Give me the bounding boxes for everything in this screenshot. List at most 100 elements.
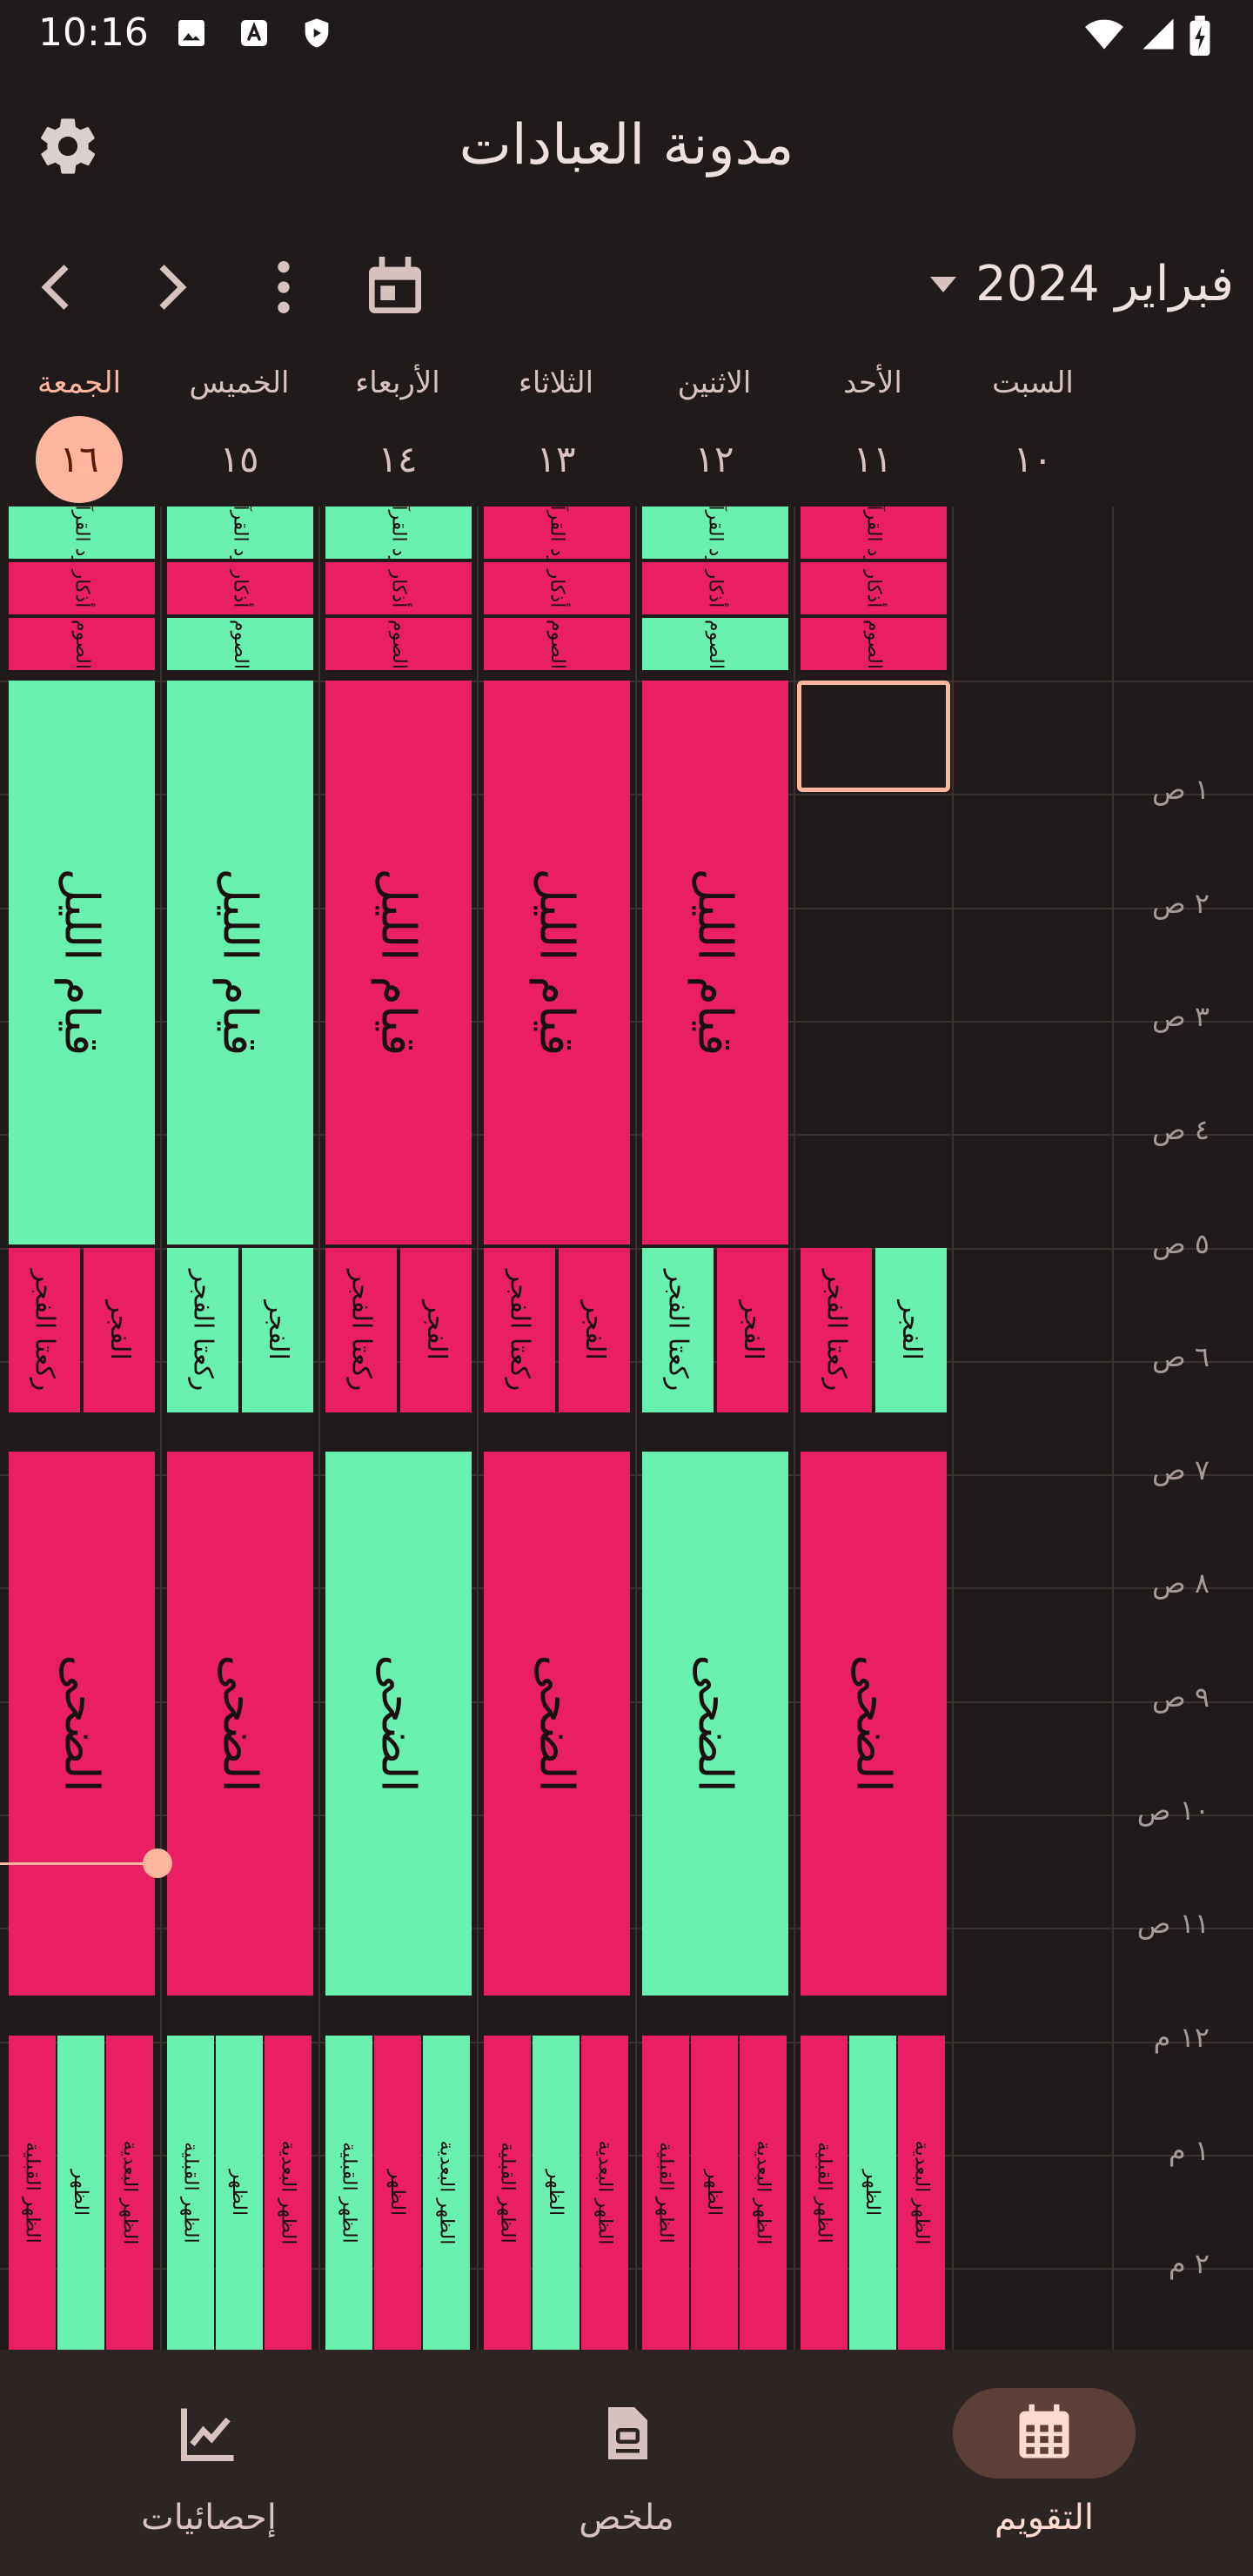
worship-block-fasting[interactable]: الصوم [167, 618, 313, 670]
worship-block-dhuhr_after[interactable]: الظهر البعدية [265, 2036, 312, 2350]
worship-block-dhuhr_before[interactable]: الظهر القبلية [325, 2036, 372, 2350]
worship-block-duha[interactable]: الضحى [484, 1452, 630, 1996]
block-label: الفجر [737, 1299, 768, 1360]
calendar-toolbar: فبراير 2024 [0, 235, 1253, 331]
worship-block-qiyam[interactable]: قيام الليل [642, 681, 788, 1244]
worship-block-fajr_sunnah[interactable]: ركعتا الفجر [642, 1247, 714, 1412]
block-label: قيام الليل [212, 868, 268, 1057]
worship-block-fasting[interactable]: الصوم [9, 618, 155, 670]
block-label: الظهر [386, 2169, 409, 2217]
worship-block-dhuhr_after[interactable]: الظهر البعدية [423, 2036, 470, 2350]
worship-block-qiyam[interactable]: قيام الليل [9, 681, 155, 1244]
worship-block-dhuhr[interactable]: الظهر [216, 2036, 263, 2350]
worship-block-fajr_sunnah[interactable]: ركعتا الفجر [167, 1247, 238, 1412]
worship-block-quran[interactable]: ورد القرآن [9, 506, 155, 559]
dropdown-arrow-icon [930, 276, 957, 292]
worship-block-fajr[interactable]: الفجر [559, 1247, 630, 1412]
worship-block-fasting[interactable]: الصوم [484, 618, 630, 670]
tab-summary[interactable]: ملخص [418, 2350, 835, 2576]
worship-block-duha[interactable]: الضحى [801, 1452, 947, 1996]
worship-block-dhuhr_before[interactable]: الظهر القبلية [642, 2036, 689, 2350]
worship-block-dhuhr[interactable]: الظهر [533, 2036, 580, 2350]
selected-slot[interactable] [797, 681, 950, 792]
worship-block-dhuhr_before[interactable]: الظهر القبلية [801, 2036, 848, 2350]
worship-block-dhuhr[interactable]: الظهر [691, 2036, 738, 2350]
month-selector[interactable]: فبراير 2024 [930, 256, 1234, 312]
worship-block-qiyam[interactable]: قيام الليل [167, 681, 313, 1244]
worship-block-adhkar[interactable]: أذكار [484, 562, 630, 614]
time-label: ٤ ص [1151, 1113, 1209, 1146]
worship-block-adhkar[interactable]: أذكار [167, 562, 313, 614]
worship-block-quran[interactable]: ورد القرآن [484, 506, 630, 559]
app-notification-icon [241, 20, 267, 46]
worship-block-dhuhr_before[interactable]: الظهر القبلية [9, 2036, 56, 2350]
worship-block-fasting[interactable]: الصوم [801, 618, 947, 670]
worship-block-dhuhr_after[interactable]: الظهر البعدية [740, 2036, 787, 2350]
calendar-grid[interactable]: ١ ص ٢ ص ٣ ص ٤ ص ٥ ص ٦ ص ٧ ص ٨ ص ٩ ص ١٠ ص ١١ ص ١٢ م ١… [0, 506, 1253, 2350]
worship-block-qiyam[interactable]: قيام الليل [484, 681, 630, 1244]
worship-block-dhuhr_before[interactable]: الظهر القبلية [484, 2036, 531, 2350]
worship-block-fasting[interactable]: الصوم [642, 618, 788, 670]
worship-block-fajr_sunnah[interactable]: ركعتا الفجر [801, 1247, 872, 1412]
status-bar: 10:16 [0, 0, 1253, 70]
worship-block-duha[interactable]: الضحى [325, 1452, 472, 1996]
chevron-left-icon[interactable] [23, 252, 92, 322]
worship-block-dhuhr_after[interactable]: الظهر البعدية [898, 2036, 945, 2350]
worship-block-fajr[interactable]: الفجر [717, 1247, 788, 1412]
day-date: ١١ [853, 438, 893, 480]
tab-stats[interactable]: إحصائيات [0, 2350, 418, 2576]
worship-block-quran[interactable]: ورد القرآن [167, 506, 313, 559]
worship-block-fajr[interactable]: الفجر [242, 1247, 313, 1412]
worship-block-quran[interactable]: ورد القرآن [325, 506, 472, 559]
block-label: الصوم [862, 619, 885, 669]
worship-block-fasting[interactable]: الصوم [325, 618, 472, 670]
worship-block-fajr[interactable]: الفجر [875, 1247, 947, 1412]
block-label: الفجر [895, 1299, 927, 1360]
worship-block-fajr[interactable]: الفجر [400, 1247, 472, 1412]
day-header-today[interactable]: الجمعة ١٦ [5, 357, 153, 503]
time-label: ٧ ص [1151, 1453, 1209, 1486]
cell-signal-icon [1142, 18, 1174, 50]
worship-block-adhkar[interactable]: أذكار [9, 562, 155, 614]
tab-calendar[interactable]: التقويم [835, 2350, 1253, 2576]
block-label: ورد القرآن [862, 506, 885, 559]
worship-block-dhuhr_before[interactable]: الظهر القبلية [167, 2036, 214, 2350]
worship-block-quran[interactable]: ورد القرآن [801, 506, 947, 559]
day-date: ١٠ [1013, 438, 1053, 480]
day-header[interactable]: الاثنين ١٢ [640, 357, 788, 503]
worship-block-fajr_sunnah[interactable]: ركعتا الفجر [325, 1247, 397, 1412]
day-header[interactable]: السبت ١٠ [959, 357, 1107, 503]
worship-block-adhkar[interactable]: أذكار [801, 562, 947, 614]
chevron-right-icon[interactable] [136, 252, 205, 322]
worship-block-dhuhr_after[interactable]: الظهر البعدية [581, 2036, 628, 2350]
worship-block-duha[interactable]: الضحى [642, 1452, 788, 1996]
day-header[interactable]: الأحد ١١ [799, 357, 947, 503]
block-label: الصوم [70, 619, 93, 669]
worship-block-duha[interactable]: الضحى [9, 1452, 155, 1996]
today-calendar-icon[interactable] [360, 252, 430, 322]
day-name: السبت [992, 366, 1074, 400]
day-header[interactable]: الثلاثاء ١٣ [482, 357, 630, 503]
worship-block-adhkar[interactable]: أذكار [325, 562, 472, 614]
worship-block-adhkar[interactable]: أذكار [642, 562, 788, 614]
block-label: الظهر البعدية [910, 2140, 933, 2245]
day-name: الخميس [189, 366, 290, 400]
day-header[interactable]: الأربعاء ١٤ [324, 357, 472, 503]
worship-block-dhuhr[interactable]: الظهر [57, 2036, 104, 2350]
worship-block-dhuhr[interactable]: الظهر [849, 2036, 896, 2350]
gear-icon[interactable] [35, 113, 101, 179]
worship-block-fajr_sunnah[interactable]: ركعتا الفجر [484, 1247, 555, 1412]
more-vert-icon[interactable] [249, 252, 318, 322]
worship-block-fajr[interactable]: الفجر [84, 1247, 155, 1412]
worship-block-qiyam[interactable]: قيام الليل [325, 681, 472, 1244]
day-date: ١٦ [36, 416, 123, 503]
time-label: ٩ ص [1151, 1680, 1209, 1714]
block-label: الظهر [861, 2169, 884, 2217]
battery-icon [1189, 16, 1210, 56]
worship-block-duha[interactable]: الضحى [167, 1452, 313, 1996]
worship-block-fajr_sunnah[interactable]: ركعتا الفجر [9, 1247, 80, 1412]
day-header[interactable]: الخميس ١٥ [165, 357, 313, 503]
worship-block-quran[interactable]: ورد القرآن [642, 506, 788, 559]
worship-block-dhuhr_after[interactable]: الظهر البعدية [106, 2036, 153, 2350]
worship-block-dhuhr[interactable]: الظهر [374, 2036, 421, 2350]
